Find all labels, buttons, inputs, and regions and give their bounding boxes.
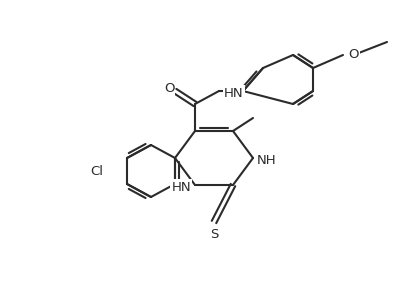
Text: O: O (348, 47, 358, 60)
Text: Cl: Cl (90, 164, 103, 178)
Text: NH: NH (257, 153, 277, 166)
Text: S: S (210, 227, 218, 241)
Text: HN: HN (172, 181, 191, 193)
Text: HN: HN (224, 87, 244, 99)
Text: O: O (164, 82, 174, 95)
